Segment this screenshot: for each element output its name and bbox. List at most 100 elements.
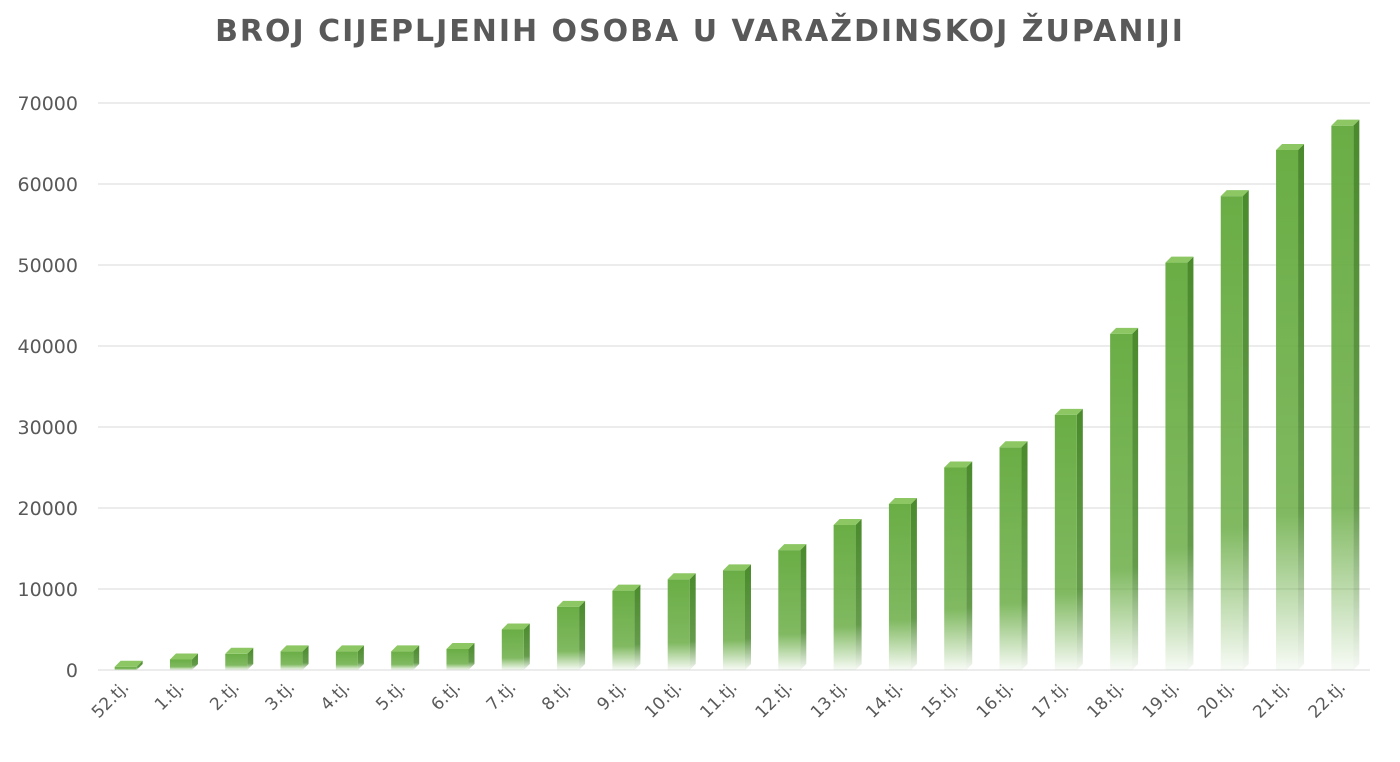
bar — [667, 573, 696, 670]
bar-top — [612, 584, 641, 591]
bar-front — [114, 666, 137, 670]
bar — [280, 645, 309, 670]
bar-front — [667, 579, 690, 670]
x-tick-label: 9.tj. — [593, 677, 630, 714]
bar-side — [1298, 143, 1305, 671]
y-tick-label: 0 — [66, 660, 78, 682]
x-tick-label: 19.tj. — [1139, 677, 1184, 722]
bar-top — [888, 497, 917, 504]
bar — [1054, 408, 1083, 670]
bar-top — [833, 519, 862, 526]
bar-top — [501, 623, 530, 630]
chart-title: BROJ CIJEPLJENIH OSOBA U VARAŽDINSKOJ ŽU… — [215, 14, 1185, 49]
bar-front — [1165, 262, 1188, 670]
bar — [944, 461, 973, 670]
x-tick-label: 20.tj. — [1194, 677, 1239, 722]
bar — [1331, 119, 1360, 671]
bar-side — [800, 544, 807, 670]
bar-top — [1220, 190, 1249, 197]
bar-top — [225, 647, 254, 654]
bar — [335, 645, 364, 670]
bar — [1110, 327, 1139, 670]
y-tick-label: 50000 — [18, 255, 78, 277]
x-tick-label: 1.tj. — [151, 677, 188, 714]
bar-front — [1276, 149, 1299, 671]
bar-side — [247, 647, 254, 670]
bar — [391, 645, 420, 670]
bar — [446, 642, 475, 670]
x-tick-label: 6.tj. — [428, 677, 465, 714]
bar-side — [855, 519, 862, 670]
bar — [225, 647, 254, 670]
bar — [612, 584, 641, 670]
bar-top — [1331, 119, 1360, 126]
x-tick-label: 5.tj. — [372, 677, 409, 714]
bar-front — [778, 550, 801, 670]
bar — [833, 519, 862, 670]
x-tick-label: 7.tj. — [483, 677, 520, 714]
bar-top — [446, 642, 475, 649]
x-tick-label: 3.tj. — [262, 677, 299, 714]
x-tick-label: 12.tj. — [752, 677, 797, 722]
bar-side — [966, 461, 973, 670]
x-tick-label: 21.tj. — [1249, 677, 1294, 722]
bar-side — [579, 600, 586, 670]
bar-top — [999, 441, 1028, 448]
y-tick-label: 10000 — [18, 579, 78, 601]
y-axis: 0 10000 20000 30000 40000 50000 60000 70000 — [18, 93, 78, 682]
bar-top — [391, 645, 420, 652]
y-tick-label: 60000 — [18, 174, 78, 196]
bar-side — [634, 584, 641, 670]
y-tick-label: 20000 — [18, 498, 78, 520]
bar-front — [1331, 125, 1354, 671]
bar-side — [1132, 327, 1139, 670]
bar — [557, 600, 586, 670]
bar — [888, 497, 917, 670]
bar-front — [1220, 196, 1243, 670]
x-tick-label: 11.tj. — [696, 677, 741, 722]
bar-side — [745, 564, 751, 670]
bar-side — [191, 653, 198, 670]
bar — [1276, 143, 1305, 671]
bar-front — [999, 447, 1022, 670]
bar-front — [391, 651, 414, 670]
bar-side — [1242, 190, 1249, 670]
bar-side — [1021, 441, 1028, 670]
bar-front — [280, 651, 303, 670]
bar-top — [335, 645, 364, 652]
bar-side — [523, 623, 530, 670]
x-tick-label: 22.tj. — [1305, 677, 1350, 722]
bar — [1165, 256, 1194, 670]
bar-top — [280, 645, 309, 652]
bar-front — [557, 606, 580, 670]
bar — [169, 653, 198, 670]
x-axis: 52.tj. 1.tj. 2.tj. 3.tj. 4.tj. 5.tj. 6.tj. 7.tj… — [88, 677, 1350, 722]
bar-side — [413, 645, 420, 670]
bar-side — [1353, 119, 1360, 671]
bar-side — [468, 642, 475, 670]
bar — [778, 544, 807, 670]
bars — [114, 119, 1360, 671]
x-tick-label: 52.tj. — [88, 677, 133, 722]
bar-side — [689, 573, 696, 670]
bar-front — [1054, 414, 1077, 670]
y-tick-label: 40000 — [18, 336, 78, 358]
x-tick-label: 4.tj. — [317, 677, 354, 714]
bar-side — [1076, 408, 1083, 670]
bar-top — [1276, 143, 1305, 150]
bar-front — [723, 570, 745, 670]
bar-front — [888, 503, 911, 670]
bar-front — [225, 653, 248, 670]
bar-front — [501, 629, 524, 670]
y-tick-label: 30000 — [18, 417, 78, 439]
bar — [114, 660, 143, 670]
x-tick-label: 18.tj. — [1084, 677, 1129, 722]
y-tick-label: 70000 — [18, 93, 78, 115]
bar-top — [557, 600, 586, 607]
bar-front — [335, 651, 358, 670]
bar-side — [910, 497, 917, 670]
bar-side — [357, 645, 364, 670]
bar — [501, 623, 530, 670]
bar-top — [723, 564, 751, 571]
